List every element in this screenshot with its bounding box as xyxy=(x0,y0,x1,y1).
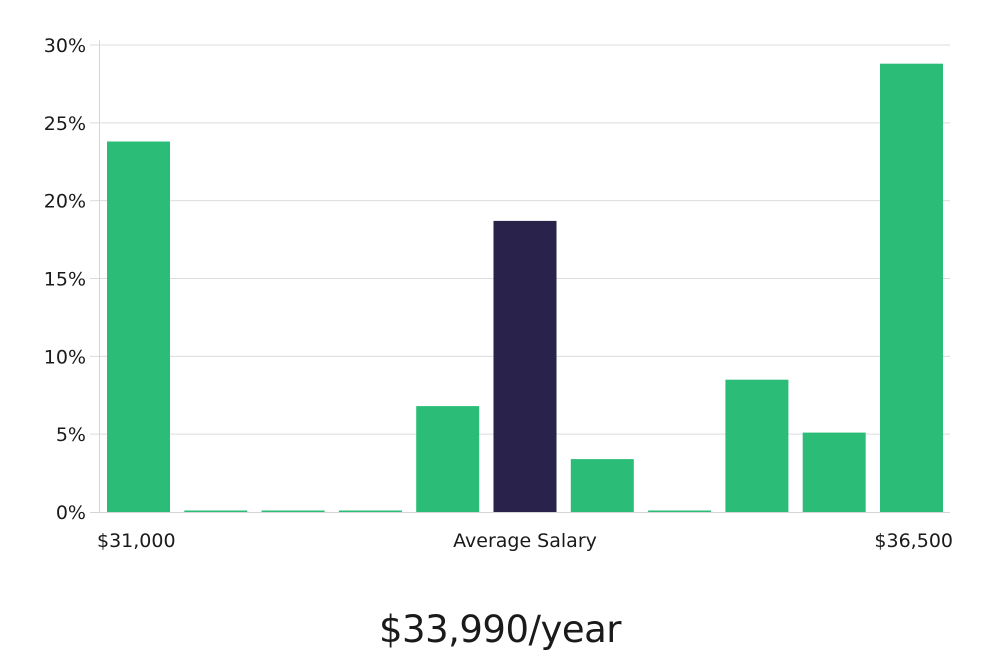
bar xyxy=(261,510,325,512)
average-salary-value: $33,990/year xyxy=(378,608,622,651)
bar xyxy=(802,432,866,512)
x-axis-labels: $31,000 Average Salary $36,500 xyxy=(97,530,953,552)
bar xyxy=(725,379,789,512)
y-tick-label: 15% xyxy=(44,269,86,291)
y-tick-label: 10% xyxy=(44,346,86,368)
bar xyxy=(570,459,634,512)
salary-histogram: 0% 5% 10% 15% 20% 25% 30% $31,000 Average Sala… xyxy=(44,35,953,552)
y-tick-label: 25% xyxy=(44,113,86,135)
y-tick-label: 5% xyxy=(56,424,86,446)
bars xyxy=(107,63,943,512)
bar xyxy=(880,63,943,512)
y-tick-label: 30% xyxy=(44,35,86,57)
bar xyxy=(648,510,712,512)
bar xyxy=(416,406,480,512)
y-tick-label: 20% xyxy=(44,191,86,213)
y-axis-tick-labels: 0% 5% 10% 15% 20% 25% 30% xyxy=(44,35,86,524)
x-label-min: $31,000 xyxy=(97,530,176,552)
bar xyxy=(184,510,248,512)
axes xyxy=(90,40,950,513)
x-label-max: $36,500 xyxy=(874,530,953,552)
x-label-average: Average Salary xyxy=(453,530,597,552)
y-tick-label: 0% xyxy=(56,502,86,524)
bar-average-salary xyxy=(493,220,557,512)
bar xyxy=(107,141,170,512)
bar xyxy=(338,510,402,512)
